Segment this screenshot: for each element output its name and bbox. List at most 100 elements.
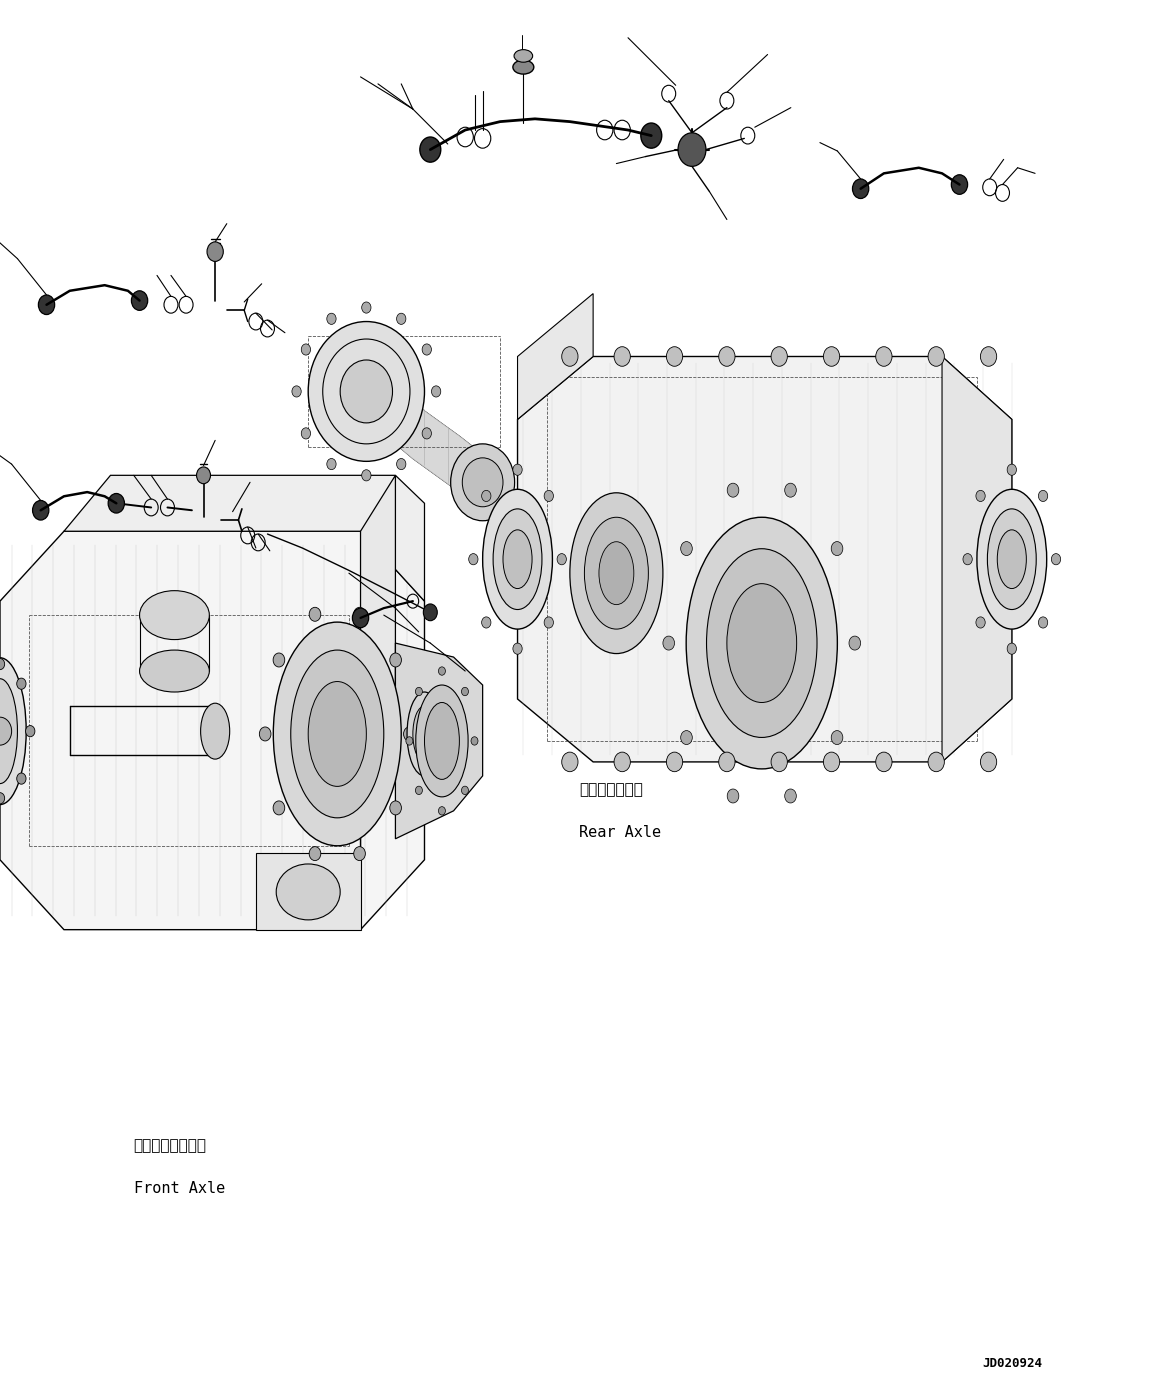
Ellipse shape xyxy=(450,443,514,521)
Ellipse shape xyxy=(997,530,1026,589)
Polygon shape xyxy=(366,363,483,510)
Circle shape xyxy=(876,347,892,366)
Text: Rear Axle: Rear Axle xyxy=(579,825,662,840)
Polygon shape xyxy=(361,475,395,930)
Polygon shape xyxy=(395,643,483,839)
Circle shape xyxy=(327,459,336,470)
Circle shape xyxy=(309,607,321,621)
Circle shape xyxy=(33,500,49,520)
Circle shape xyxy=(415,688,422,696)
Circle shape xyxy=(309,847,321,861)
Ellipse shape xyxy=(341,361,393,424)
Circle shape xyxy=(771,347,787,366)
Ellipse shape xyxy=(707,548,816,738)
Text: Front Axle: Front Axle xyxy=(134,1181,224,1197)
Circle shape xyxy=(513,643,522,654)
Circle shape xyxy=(785,788,797,802)
Circle shape xyxy=(666,752,683,772)
Circle shape xyxy=(1039,617,1048,628)
Ellipse shape xyxy=(407,692,442,776)
Circle shape xyxy=(832,541,843,555)
Ellipse shape xyxy=(502,530,533,589)
Polygon shape xyxy=(256,853,361,930)
Circle shape xyxy=(562,347,578,366)
Circle shape xyxy=(963,554,972,565)
Circle shape xyxy=(292,386,301,397)
Circle shape xyxy=(852,179,869,199)
Circle shape xyxy=(390,653,401,667)
Circle shape xyxy=(469,554,478,565)
Circle shape xyxy=(727,788,739,802)
Circle shape xyxy=(397,313,406,324)
Circle shape xyxy=(362,302,371,313)
Ellipse shape xyxy=(599,541,634,605)
Circle shape xyxy=(38,295,55,315)
Circle shape xyxy=(641,123,662,148)
Circle shape xyxy=(273,801,285,815)
Circle shape xyxy=(980,347,997,366)
Ellipse shape xyxy=(977,489,1047,629)
Circle shape xyxy=(614,752,630,772)
Ellipse shape xyxy=(513,60,534,74)
Ellipse shape xyxy=(686,517,837,769)
Circle shape xyxy=(544,617,554,628)
Ellipse shape xyxy=(277,864,341,920)
Circle shape xyxy=(557,554,566,565)
Circle shape xyxy=(16,678,26,689)
Ellipse shape xyxy=(493,509,542,610)
Ellipse shape xyxy=(273,622,401,846)
Circle shape xyxy=(876,752,892,772)
Circle shape xyxy=(431,386,441,397)
Circle shape xyxy=(666,347,683,366)
Circle shape xyxy=(771,752,787,772)
Polygon shape xyxy=(518,294,593,419)
Ellipse shape xyxy=(727,584,797,702)
Circle shape xyxy=(327,313,336,324)
Circle shape xyxy=(614,347,630,366)
Circle shape xyxy=(976,617,985,628)
Ellipse shape xyxy=(0,658,26,805)
Circle shape xyxy=(420,137,441,162)
Circle shape xyxy=(481,617,491,628)
Circle shape xyxy=(462,786,469,794)
Text: リヤーアクスル: リヤーアクスル xyxy=(579,781,643,797)
Ellipse shape xyxy=(413,706,436,762)
Circle shape xyxy=(422,428,431,439)
Circle shape xyxy=(832,731,843,745)
Circle shape xyxy=(678,133,706,166)
Circle shape xyxy=(301,428,311,439)
Circle shape xyxy=(849,636,861,650)
Ellipse shape xyxy=(987,509,1036,610)
Ellipse shape xyxy=(424,702,459,780)
Circle shape xyxy=(438,667,445,675)
Circle shape xyxy=(663,636,675,650)
Circle shape xyxy=(951,175,968,194)
Circle shape xyxy=(197,467,211,484)
Circle shape xyxy=(354,607,365,621)
Circle shape xyxy=(727,484,739,498)
Circle shape xyxy=(0,793,5,804)
Ellipse shape xyxy=(462,457,502,506)
Circle shape xyxy=(273,653,285,667)
Circle shape xyxy=(785,484,797,498)
Circle shape xyxy=(471,737,478,745)
Circle shape xyxy=(301,344,311,355)
Circle shape xyxy=(719,347,735,366)
Ellipse shape xyxy=(416,685,468,797)
Circle shape xyxy=(0,717,12,745)
Circle shape xyxy=(1007,643,1016,654)
Polygon shape xyxy=(64,475,424,601)
Ellipse shape xyxy=(483,489,552,629)
Circle shape xyxy=(362,470,371,481)
Circle shape xyxy=(0,658,5,670)
Circle shape xyxy=(390,801,401,815)
Ellipse shape xyxy=(201,703,230,759)
Circle shape xyxy=(404,727,415,741)
Ellipse shape xyxy=(140,590,209,639)
Circle shape xyxy=(1007,464,1016,475)
Circle shape xyxy=(207,242,223,261)
Circle shape xyxy=(406,737,413,745)
Polygon shape xyxy=(942,356,1012,762)
Ellipse shape xyxy=(308,322,424,461)
Circle shape xyxy=(719,752,735,772)
